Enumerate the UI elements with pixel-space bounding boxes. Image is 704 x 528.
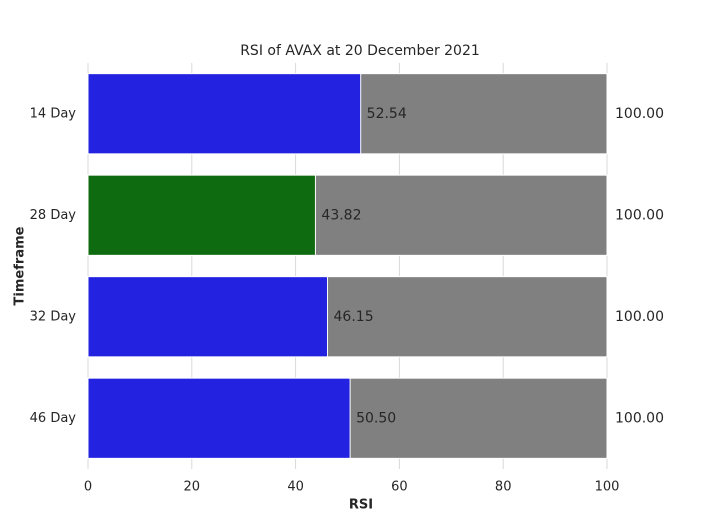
y-axis-label: Timeframe xyxy=(13,226,28,305)
x-tick-label: 40 xyxy=(287,480,304,495)
y-tick-label: 28 Day xyxy=(30,208,77,223)
y-tick-label: 32 Day xyxy=(30,309,77,324)
x-tick-label: 20 xyxy=(184,480,201,495)
bar xyxy=(87,377,351,459)
value-label: 100.00 xyxy=(615,207,664,223)
value-label: 100.00 xyxy=(615,106,664,122)
value-label: 100.00 xyxy=(615,410,664,426)
y-tick-label: 46 Day xyxy=(30,411,77,426)
x-tick-label: 60 xyxy=(391,480,408,495)
value-label: 50.50 xyxy=(356,410,396,426)
x-tick-label: 100 xyxy=(595,480,620,495)
x-axis-label: RSI xyxy=(349,498,373,513)
bar xyxy=(87,73,362,155)
chart-title: RSI of AVAX at 20 December 2021 xyxy=(240,43,480,59)
bar xyxy=(87,276,329,358)
value-label: 100.00 xyxy=(615,309,664,325)
y-tick-label: 14 Day xyxy=(30,106,77,121)
x-tick-label: 80 xyxy=(495,480,512,495)
bar xyxy=(87,174,316,256)
x-tick-label: 0 xyxy=(84,480,92,495)
value-label: 52.54 xyxy=(367,106,407,122)
value-label: 43.82 xyxy=(321,207,361,223)
value-label: 46.15 xyxy=(334,309,374,325)
